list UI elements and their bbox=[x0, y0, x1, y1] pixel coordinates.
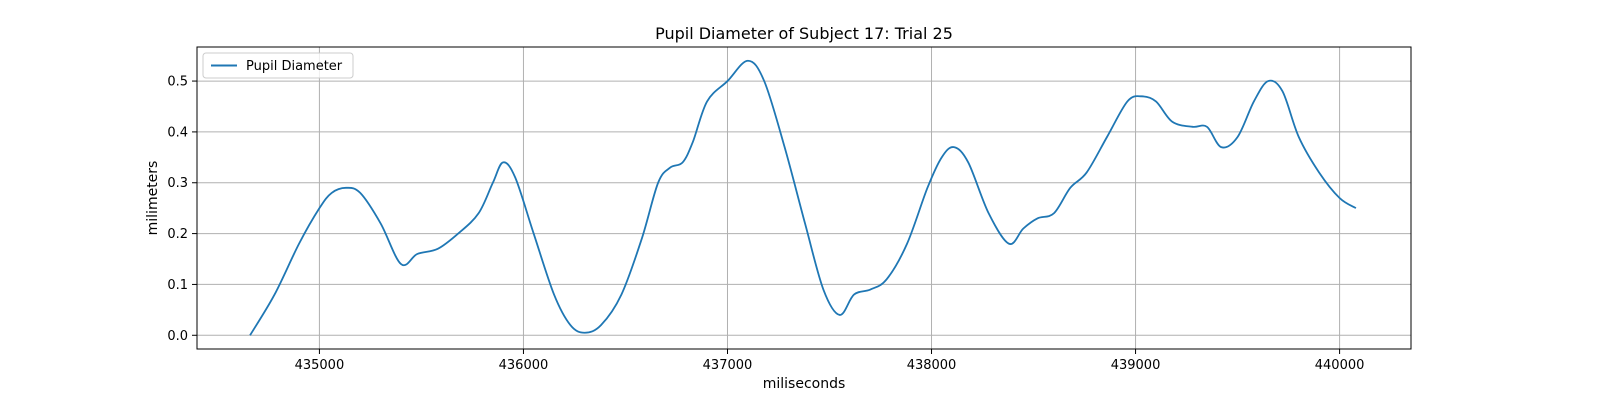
y-tick-label: 0.0 bbox=[167, 329, 188, 344]
legend: Pupil Diameter bbox=[202, 52, 354, 79]
y-tick-label: 0.1 bbox=[167, 278, 188, 293]
y-tick-label: 0.5 bbox=[167, 75, 188, 90]
x-tick-label: 439000 bbox=[1111, 358, 1161, 373]
x-tick-label: 436000 bbox=[499, 358, 549, 373]
grid-lines bbox=[197, 47, 1411, 349]
y-axis-label: milimeters bbox=[145, 161, 161, 236]
legend-box bbox=[202, 52, 354, 79]
series-layer bbox=[249, 59, 1357, 336]
y-tick-label: 0.3 bbox=[167, 176, 188, 191]
x-tick-label: 435000 bbox=[295, 358, 345, 373]
series-line-pupil-diameter bbox=[249, 59, 1357, 336]
chart-title: Pupil Diameter of Subject 17: Trial 25 bbox=[655, 24, 953, 43]
x-tick-label: 440000 bbox=[1315, 358, 1365, 373]
plot-frame bbox=[196, 46, 1412, 350]
legend-label: Pupil Diameter bbox=[246, 59, 343, 74]
y-tick-label: 0.4 bbox=[167, 125, 188, 140]
y-tick-label: 0.2 bbox=[167, 227, 188, 242]
x-tick-label: 437000 bbox=[703, 358, 753, 373]
x-axis-label: miliseconds bbox=[763, 376, 846, 392]
x-axis-ticks: 435000 436000 437000 438000 439000 440000 bbox=[295, 349, 1365, 373]
x-tick-label: 438000 bbox=[907, 358, 957, 373]
y-axis-ticks: 0.0 0.1 0.2 0.3 0.4 0.5 bbox=[167, 75, 197, 344]
